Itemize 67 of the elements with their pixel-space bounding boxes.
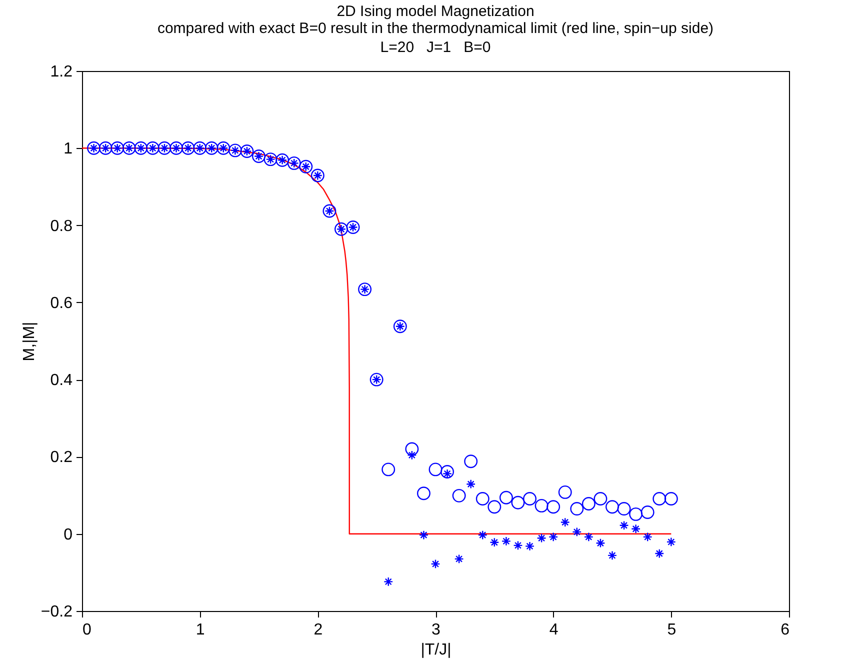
- point: [642, 532, 652, 542]
- point: [594, 492, 608, 506]
- point: [430, 559, 440, 569]
- x-tick-label: 2: [314, 622, 323, 638]
- point: [570, 502, 584, 516]
- point: [536, 533, 546, 543]
- y-tick-label: 0.6: [50, 294, 73, 312]
- point: [501, 536, 511, 546]
- point: [534, 498, 548, 512]
- x-tick-label: 6: [780, 622, 790, 638]
- point: [454, 554, 464, 564]
- chart-subtitle: compared with exact B=0 result in the thermodynamical limit (red line, spin−up side) L=20 J=1 B=0: [157, 20, 714, 56]
- y-tick-label: 1.2: [50, 64, 73, 80]
- point: [428, 462, 442, 476]
- point: [546, 500, 560, 514]
- point: [654, 548, 664, 558]
- y-tick-label: 0.2: [50, 449, 73, 466]
- point: [440, 465, 454, 478]
- point: [664, 492, 678, 506]
- point: [617, 502, 631, 516]
- point: [405, 442, 419, 456]
- point: [629, 507, 643, 521]
- point: [548, 532, 558, 542]
- line-series: [82, 148, 672, 534]
- point: [666, 537, 676, 547]
- y-axis-title: M,|M|: [20, 322, 38, 362]
- x-tick-label: 0: [82, 622, 92, 638]
- x-tick-label: 4: [549, 622, 558, 638]
- point: [523, 492, 536, 506]
- x-tick-label: 5: [667, 622, 676, 638]
- point: [511, 496, 525, 510]
- point: [607, 550, 618, 560]
- point: [464, 454, 478, 468]
- y-tick-label: 0: [64, 526, 73, 544]
- point: [416, 486, 430, 500]
- point: [499, 490, 513, 504]
- point: [478, 530, 488, 540]
- point: [606, 500, 619, 514]
- point: [466, 479, 476, 489]
- x-tick-label: 1: [196, 622, 205, 638]
- point: [407, 450, 417, 460]
- y-tick-label: 0.4: [50, 372, 73, 390]
- point: [513, 540, 523, 550]
- point: [524, 541, 535, 551]
- point: [582, 497, 596, 510]
- point: [490, 538, 500, 548]
- point: [384, 576, 394, 586]
- point: [382, 462, 396, 476]
- point: [652, 492, 666, 506]
- point: [560, 518, 570, 528]
- point: [619, 520, 629, 530]
- point: [584, 532, 594, 542]
- y-tick-label: 1: [64, 140, 73, 158]
- y-tick-label: −0.2: [40, 604, 73, 620]
- point: [572, 527, 582, 537]
- x-axis-title: |T/J|: [420, 642, 452, 658]
- x-tick-label: 3: [432, 622, 441, 638]
- point: [631, 524, 641, 534]
- point: [452, 488, 466, 502]
- point: [476, 492, 490, 506]
- point: [640, 506, 654, 519]
- y-tick-label: 0.8: [50, 218, 73, 235]
- point: [418, 530, 428, 540]
- chart-title: 2D Ising model Magnetization: [336, 3, 534, 20]
- point: [558, 485, 572, 499]
- point: [596, 538, 606, 548]
- point: [488, 500, 502, 514]
